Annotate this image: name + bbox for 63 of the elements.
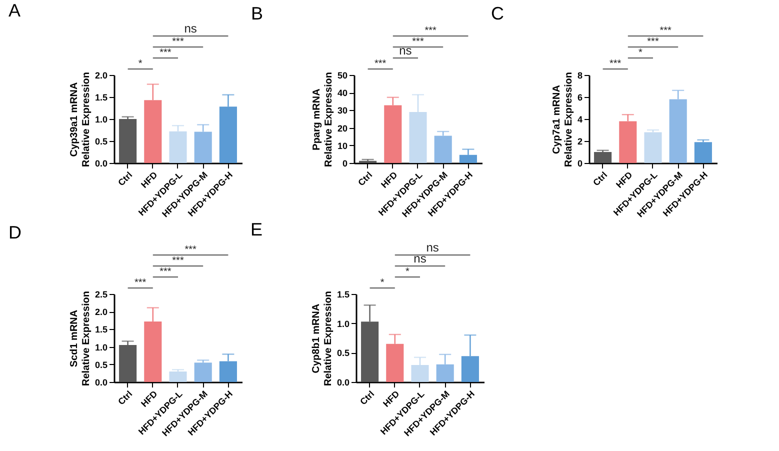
y-tick-label: 1.0 xyxy=(94,342,108,352)
y-tick-label: 2.0 xyxy=(94,307,108,318)
y-axis-title: Cyp8b1 mRNA Relative Expression xyxy=(310,290,334,386)
x-tick-label: Ctrl xyxy=(356,170,374,188)
y-tick-label: 20 xyxy=(337,123,348,134)
text: *** xyxy=(160,48,172,58)
bar xyxy=(119,345,137,382)
x-tick-label: Ctrl xyxy=(591,170,610,188)
y-tick-label: 0.5 xyxy=(94,136,108,146)
y-tick-label: 4 xyxy=(577,114,582,124)
chart-title: A xyxy=(8,0,21,20)
chart-title: E xyxy=(250,220,263,240)
y-tick-label: 0.0 xyxy=(336,378,350,388)
y-axis-title: Cyp39a1 mRNA Relative Expression xyxy=(68,72,92,168)
text: ns xyxy=(184,22,197,36)
y-tick-label: 6 xyxy=(577,92,582,102)
y-axis-title: Cyp7a1 mRNA Relative Expression xyxy=(551,72,574,168)
chart-title: C xyxy=(490,4,504,24)
y-tick-label: 50 xyxy=(337,70,348,80)
chart-title: D xyxy=(8,222,22,242)
text: *** xyxy=(172,36,184,48)
text: ns xyxy=(426,240,439,254)
y-axis-title: Scd1 mRNA Relative Expression xyxy=(68,290,92,386)
y-tick-label: 0 xyxy=(577,158,582,168)
y-axis-title: Pparg mRNA Relative Expression xyxy=(311,72,334,168)
y-tick-label: 0.5 xyxy=(94,360,108,370)
y-tick-label: 1.0 xyxy=(336,318,350,329)
text: ns xyxy=(414,252,426,266)
y-tick-label: 2.5 xyxy=(94,290,108,300)
y-tick-label: 1.5 xyxy=(336,290,350,300)
y-tick-label: 1.0 xyxy=(94,114,108,124)
text: *** xyxy=(374,58,386,70)
text: * xyxy=(138,58,142,70)
y-tick-label: 0 xyxy=(342,158,348,168)
text: *** xyxy=(134,278,146,288)
y-tick-label: 0.0 xyxy=(94,158,108,168)
text: *** xyxy=(424,26,436,36)
x-tick-label: Ctrl xyxy=(116,170,134,188)
y-tick-label: 40 xyxy=(337,88,348,98)
y-tick-label: 30 xyxy=(337,106,348,116)
y-tick-label: 1.5 xyxy=(94,92,108,102)
text: * xyxy=(380,278,384,288)
y-tick-label: 2 xyxy=(577,136,582,146)
text: *** xyxy=(172,256,184,266)
y-tick-label: 1.5 xyxy=(94,324,108,335)
text: * xyxy=(406,266,410,278)
text: *** xyxy=(184,244,196,256)
bar xyxy=(434,136,452,163)
y-tick-label: 0.5 xyxy=(336,348,350,358)
text: ns xyxy=(399,44,412,58)
y-tick-label: 10 xyxy=(337,140,348,151)
x-tick-label: Ctrl xyxy=(116,388,134,407)
text: *** xyxy=(160,266,172,278)
chart-title: B xyxy=(250,4,264,24)
text: *** xyxy=(647,36,659,48)
text: *** xyxy=(412,36,424,48)
y-tick-label: 0.0 xyxy=(94,378,108,388)
x-tick-label: Ctrl xyxy=(358,388,376,407)
text: * xyxy=(638,48,642,58)
text: *** xyxy=(660,26,672,36)
y-tick-label: 8 xyxy=(577,70,582,80)
text: *** xyxy=(610,58,622,70)
y-tick-label: 2.0 xyxy=(94,70,108,80)
